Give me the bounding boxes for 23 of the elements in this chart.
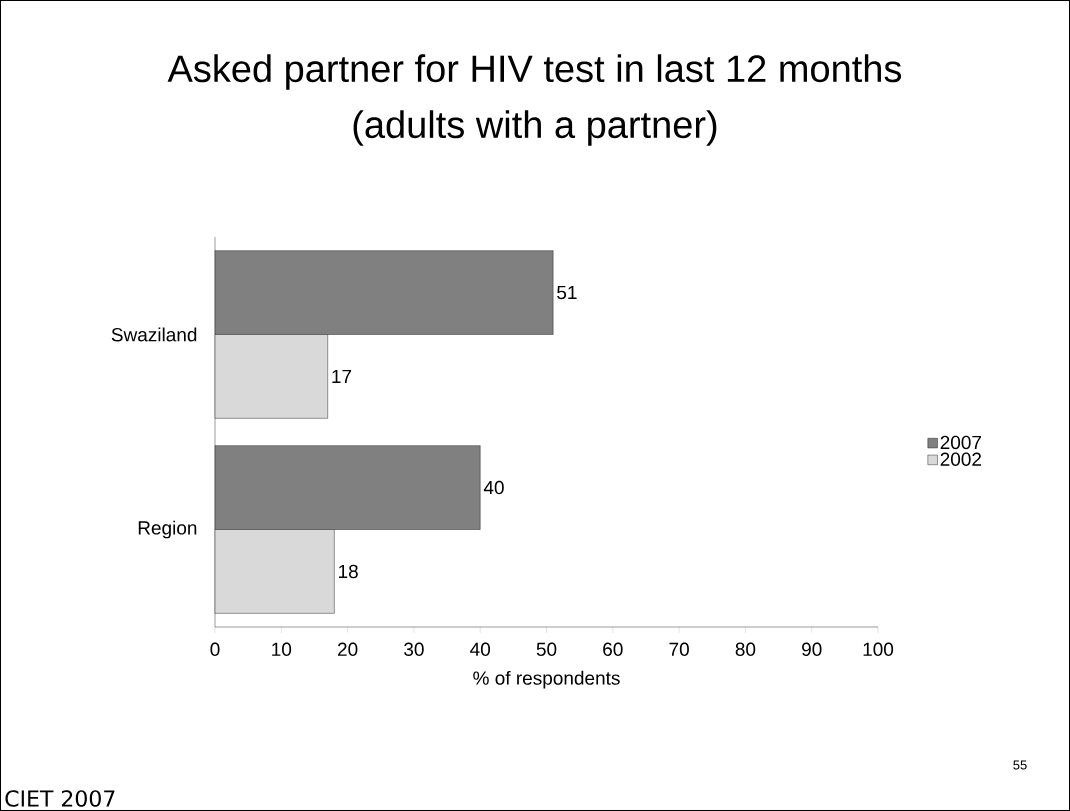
data-label: 51 [557,285,577,300]
x-tick-label: 20 [338,642,358,656]
chart-title: Asked partner for HIV test in last 12 months (adults with a partner) [167,54,902,146]
x-tick-label: 60 [603,642,623,656]
legend-label: 2007 [940,435,982,450]
legend-label: 2002 [940,452,982,466]
x-tick-label: 10 [272,642,292,656]
text: CIET 2007 [5,790,115,807]
data-label: 17 [332,369,352,383]
x-tick-label: 0 [210,642,220,656]
data-label: 18 [338,564,358,579]
x-tick-label: 50 [536,642,557,656]
text: 55 [1013,760,1027,770]
x-tick-label: 80 [735,642,756,656]
x-tick-label: 70 [669,642,689,656]
y-tick-label: Region [138,520,197,539]
y-tick-label: Swaziland [111,327,197,342]
x-axis-title: % of respondents [473,670,620,689]
x-tick-label: 100 [863,642,894,656]
x-tick-label: 90 [802,642,822,656]
data-label: 40 [483,480,504,495]
x-tick-label: 40 [470,642,491,656]
x-tick-label: 30 [404,642,424,656]
